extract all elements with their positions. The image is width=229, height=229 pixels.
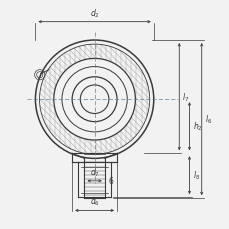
Text: h$_2$: h$_2$ [192,120,202,133]
Text: 6: 6 [108,176,113,185]
Text: l$_8$: l$_8$ [192,169,199,182]
Text: l$_6$: l$_6$ [204,113,211,126]
Text: d$_7$: d$_7$ [89,166,99,178]
Text: d$_2$: d$_2$ [89,7,99,19]
Text: d$_6$: d$_6$ [89,195,99,207]
Text: l$_7$: l$_7$ [182,91,189,104]
